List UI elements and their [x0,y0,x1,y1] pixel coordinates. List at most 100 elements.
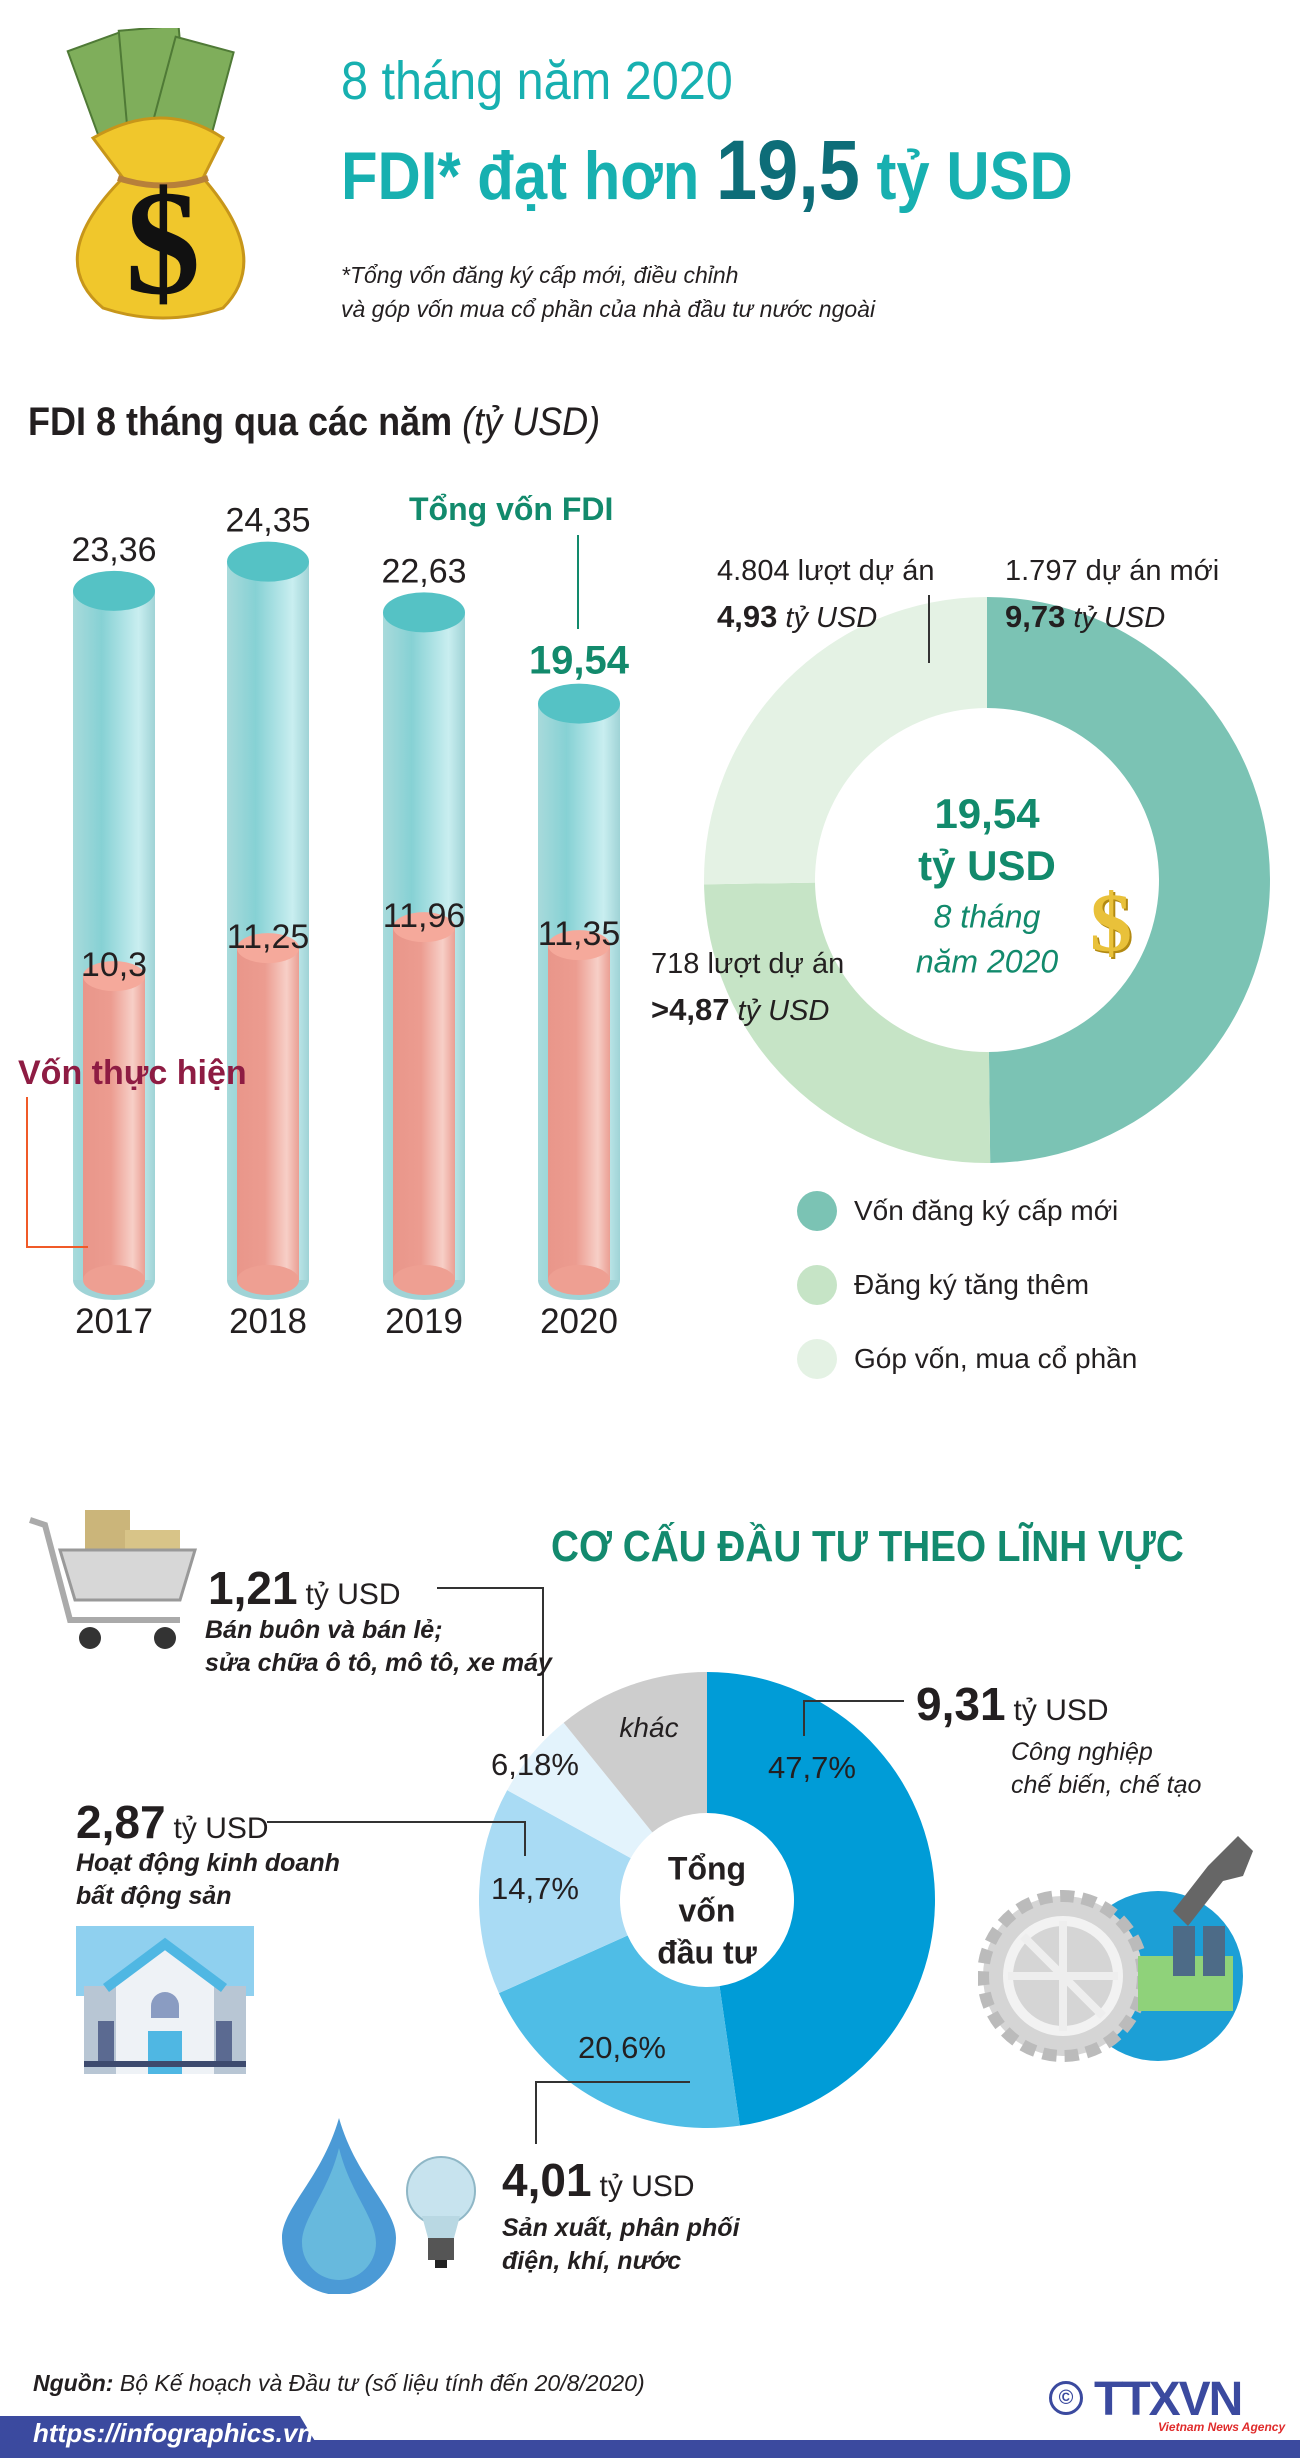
desc-line: sửa chữa ô tô, mô tô, xe máy [205,1649,552,1677]
fdi-cylinder-chart: 23,36 10,3 2017 24,35 11,25 2018 22,63 11,96 201… [71,502,630,1341]
bar-total-top [538,683,620,724]
svg-text:$: $ [126,160,201,323]
bar-total-top [73,570,155,611]
gold-dollar-icon: $ [1090,876,1132,970]
amount-unit: tỷ USD [305,1578,401,1611]
disbursed-value-label: 11,96 [383,897,466,935]
bar-disbursed-top [548,930,610,961]
sector-leader-lines [267,1587,904,2144]
bar-disbursed-top [393,912,455,943]
desc-line: chế biến, chế tạo [1011,1771,1202,1799]
donut-center-year: năm 2020 [915,943,1059,980]
donut-center-line: Tổng [667,1850,747,1887]
footer-band [0,2440,1300,2458]
legend-new: Vốn đăng ký cấp mới [854,1195,1119,1226]
desc-line: Công nghiệp [1011,1738,1153,1766]
desc-line: Bán buôn và bán lẻ; [205,1616,443,1644]
section-unit: (tỷ USD) [462,400,601,444]
title-suffix: tỷ USD [859,138,1073,214]
sector-slice-2 [479,1790,631,1994]
desc-manufacturing: Công nghiệp chế biến, chế tạo [1011,1736,1201,1802]
pct-manufacturing: 47,7% [768,1750,856,1785]
pct-other: khác [619,1712,679,1743]
pct-utilities: 20,6% [578,2030,666,2065]
fdi-slice-2 [703,597,987,885]
sector-slice-3 [507,1722,653,1859]
donut-leader-line [928,595,930,663]
amount-unit: tỷ USD [173,1812,269,1845]
section-title-text: FDI 8 tháng qua các năm [28,400,463,444]
legend-added: Đăng ký tăng thêm [854,1269,1090,1300]
disbursed-value-label: 10,3 [81,946,147,984]
donut-center-unit: tỷ USD [918,842,1056,889]
sector-section-title: CƠ CẤU ĐẦU TƯ THEO LĨNH VỰC [551,1522,1184,1571]
amount-utilities: 4,01 tỷ USD [502,2153,695,2207]
amount-unit: tỷ USD [1013,1694,1109,1727]
source-note: Nguồn: Bộ Kế hoạch và Đầu tư (số liệu tí… [33,2370,645,2397]
amount-value: 2,87 [76,1796,166,1848]
donut-center-line: vốn [678,1892,736,1929]
subtitle: 8 tháng năm 2020 [341,51,733,111]
bar-disbursed-2017 [83,976,145,1280]
logo-subtitle: Vietnam News Agency [1158,2420,1286,2434]
footnote: *Tổng vốn đăng ký cấp mới, điều chỉnh và … [341,258,875,326]
added-count: 718 lượt dự án [651,948,845,980]
light-bulb-icon [406,2156,476,2268]
shares-count: 4.804 lượt dự án [717,555,935,587]
source-text: Bộ Kế hoạch và Đầu tư (số liệu tính đến … [113,2370,645,2396]
year-label: 2019 [385,1302,463,1341]
desc-line: điện, khí, nước [502,2247,682,2275]
legend-dot-added [797,1265,837,1305]
total-value-label: 24,35 [225,502,310,540]
sector-slice-0 [707,1672,935,2126]
new-value: 9,73 [1005,599,1066,634]
legend-shares: Góp vốn, mua cổ phần [854,1343,1138,1374]
water-drop-icon [282,2118,396,2294]
shares-unit: tỷ USD [777,602,878,634]
total-fdi-label: Tổng vốn FDI [409,491,614,527]
donut-center-value: 19,54 [934,790,1040,837]
amount-value: 1,21 [208,1562,298,1614]
industry-gear-icon [978,1836,1253,2062]
sector-donut [479,1672,935,2128]
cylinder-inner-base [548,1265,610,1295]
disbursed-value-label: 11,35 [538,915,621,953]
legend-dot-new [797,1191,837,1231]
added-value: >4,87 [651,992,730,1027]
amount-value: 4,01 [502,2154,592,2206]
desc-line: Hoạt động kinh doanh [76,1849,340,1877]
shares-value: 4,93 [717,599,778,634]
pct-retail: 6,18% [491,1747,579,1782]
source-label: Nguồn: [33,2370,114,2396]
year-label: 2018 [229,1302,307,1341]
title-value: 19,5 [715,123,860,217]
copyright-icon: © [1049,2381,1083,2415]
donut-center-line: đầu tư [657,1934,757,1971]
leader-line-manufacturing [803,1700,904,1736]
sector-slice-1 [498,1935,740,2128]
url-tab [0,2416,325,2458]
total-value-label: 22,63 [381,552,466,590]
desc-realestate: Hoạt động kinh doanh bất động sản [76,1847,340,1913]
donut-center-period: 8 tháng [933,898,1041,935]
bar-disbursed-2019 [393,927,455,1280]
cylinder-inner-base [237,1265,299,1295]
amount-realestate: 2,87 tỷ USD [76,1795,269,1849]
site-url-link[interactable]: https://infographics.vn [33,2418,314,2448]
bar-disbursed-2018 [237,948,299,1280]
year-label: 2020 [540,1302,618,1341]
title-prefix: FDI* đạt hơn [341,138,716,214]
total-value-label: 19,54 [529,639,630,683]
fdi-slice-0 [987,597,1270,1163]
bar-total-top [227,541,309,582]
leader-line-realestate [267,1821,526,1856]
year-label: 2017 [75,1302,153,1341]
total-fdi-leader-line [577,535,579,629]
pct-realestate: 14,7% [491,1871,579,1906]
money-bag-icon: $ [66,28,246,323]
new-count: 1.797 dự án mới [1005,555,1220,587]
disbursed-value-label: 11,25 [227,918,310,956]
section-title: FDI 8 tháng qua các năm (tỷ USD) [28,400,600,445]
desc-line: Sản xuất, phân phối [502,2214,740,2242]
slice-label-new: 1.797 dự án mới 9,73 tỷ USD [1005,548,1219,641]
